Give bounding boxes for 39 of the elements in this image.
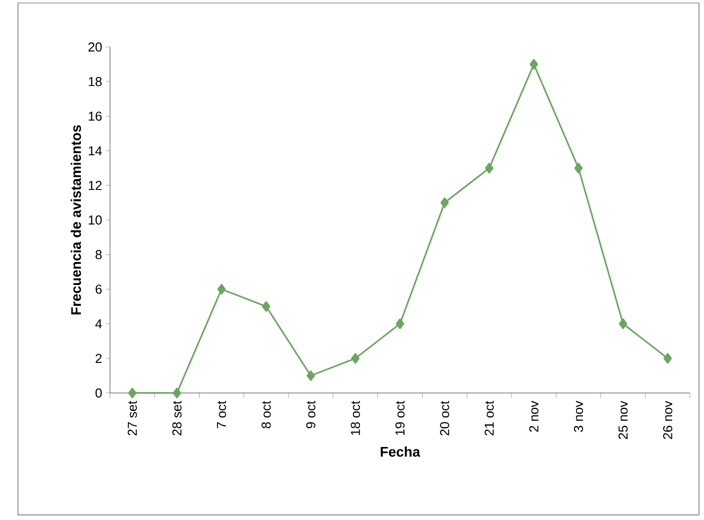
point — [351, 353, 360, 364]
y-tick-label: 6 — [96, 284, 102, 294]
point — [618, 318, 628, 330]
y-tick-label: 12 — [88, 180, 102, 190]
y-tick-label: 14 — [88, 146, 102, 156]
point — [172, 388, 182, 398]
point — [217, 284, 226, 294]
y-tick-label: 4 — [95, 319, 102, 328]
point — [530, 58, 538, 70]
x-tick-label: 7 oct — [217, 400, 226, 428]
x-tick-label: 18 oct — [350, 400, 360, 436]
y-tick-label: 18 — [88, 76, 102, 86]
y-tick-label: 20 — [88, 42, 102, 52]
point — [262, 301, 270, 312]
point — [440, 197, 449, 208]
x-tick-label: 21 oct — [484, 400, 494, 436]
x-tick-label: 8 oct — [262, 400, 271, 428]
y-tick-label: 16 — [88, 112, 102, 121]
y-tick-label: 10 — [88, 215, 102, 225]
point — [485, 162, 494, 174]
x-tick-label: 2 nov — [529, 400, 538, 432]
y-axis-title: Frecuencia de avistamientos — [70, 125, 81, 314]
point — [574, 162, 583, 174]
x-tick-label: 9 oct — [306, 400, 316, 428]
x-tick-label: 3 nov — [574, 400, 584, 432]
y-tick-label: 2 — [96, 354, 102, 363]
x-tick-label: 20 oct — [440, 400, 450, 436]
x-tick-label: 19 oct — [395, 400, 405, 436]
point — [664, 353, 672, 364]
point — [128, 388, 136, 398]
x-axis-title: Fecha — [380, 446, 420, 457]
x-tick-label: 26 nov — [663, 400, 672, 439]
point — [396, 318, 404, 330]
x-tick-label: 28 set — [172, 400, 182, 436]
y-tick-label: 8 — [96, 250, 102, 260]
y-tick-label: 0 — [96, 388, 102, 398]
x-tick-label: 25 nov — [618, 400, 628, 439]
x-tick-label: 27 set — [128, 400, 137, 436]
point — [306, 370, 315, 381]
